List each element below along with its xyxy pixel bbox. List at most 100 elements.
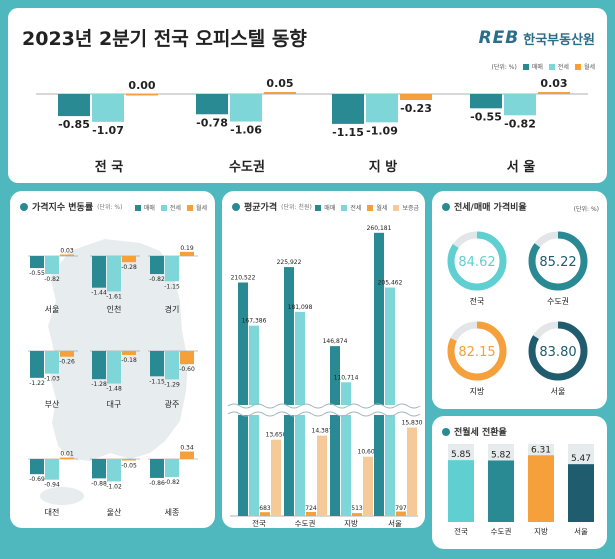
bar-value-label: 146,874 xyxy=(323,338,348,345)
category-label: 지방 xyxy=(344,518,358,528)
ring-category-label: 서울 xyxy=(551,387,566,396)
bar-매매 xyxy=(150,256,164,275)
bar-월세 xyxy=(400,94,432,100)
legend-unit: (단위: %) xyxy=(491,64,517,71)
bar-value-label: -0.82 xyxy=(164,479,180,486)
bar-value-label: -0.88 xyxy=(91,480,107,487)
bar-value-label: -0.26 xyxy=(59,359,75,366)
legend-wolse: 월세 xyxy=(376,205,388,212)
bar-value-label: -0.94 xyxy=(44,482,60,489)
bar-전세 xyxy=(230,94,262,122)
legend-swatch-wolse xyxy=(367,204,374,211)
bar-월세 xyxy=(180,251,194,256)
region-label: 울산 xyxy=(107,507,122,517)
legend-wolse: 월세 xyxy=(195,205,207,212)
legend-swatch-jeonse xyxy=(548,63,555,70)
conv-title: 전월세 전환율 xyxy=(454,428,507,438)
bar-value-label: -1.15 xyxy=(149,378,165,385)
bar-월세 xyxy=(264,92,296,94)
price-title: 평균가격 xyxy=(244,203,278,213)
bar-매매 xyxy=(92,256,106,288)
bar-value-label: -0.78 xyxy=(196,116,228,129)
average-price-chart: 210,522 167,386 683 13,650 전국 225,922 181,098 7… xyxy=(227,225,423,528)
summary-panel: 2023년 2분기 전국 오피스텔 동향 REB 한국부동산원 (단위: %) … xyxy=(8,8,607,183)
axis-break-wave xyxy=(227,403,421,409)
top-summary-chart: -0.85 -1.070.00전 국-0.78-1.060.05수도권-1.15-… xyxy=(36,77,588,175)
bar-매매 xyxy=(58,94,90,117)
ratio-title: 전세/매매 가격비율 xyxy=(454,203,527,213)
legend-deposit: 보증금 xyxy=(402,205,419,212)
ring-value-arc xyxy=(447,321,507,381)
ring-value-label: 83.80 xyxy=(539,345,576,360)
title-bar: 2023년 2분기 전국 오피스텔 동향 REB 한국부동산원 xyxy=(8,8,607,58)
bar-value-label: -1.15 xyxy=(332,126,364,139)
bar-매매 xyxy=(196,94,228,115)
bar-전세 xyxy=(165,459,179,478)
bar-월세 xyxy=(60,351,74,357)
ring-value-arc xyxy=(528,321,588,381)
region-label: 서울 xyxy=(45,305,60,314)
bar-value-label: 5.47 xyxy=(571,454,591,464)
ratio-legend: (단위: %) xyxy=(574,204,599,213)
ring-category-label: 지방 xyxy=(470,386,485,396)
bar-value-label: -1.28 xyxy=(91,381,107,388)
bar-value-label: 0.00 xyxy=(128,79,155,92)
bar-value-label: -0.85 xyxy=(58,118,90,131)
legend-jeonse: 전세 xyxy=(557,64,569,71)
bar-매매 xyxy=(374,232,384,516)
category-label: 전국 xyxy=(454,526,468,536)
category-label: 지방 xyxy=(534,526,548,536)
legend-swatch-sale xyxy=(134,204,141,211)
bar-value-label: 0.05 xyxy=(266,77,293,90)
bar-value-label: 13,650 xyxy=(266,432,287,439)
bar-value-label: 15,830 xyxy=(402,420,423,427)
bar-매매 xyxy=(92,351,106,380)
bar-전세 xyxy=(385,287,395,516)
price-panel-title: 평균가격 (단위: 천원) xyxy=(232,200,312,213)
title-bullet-icon xyxy=(442,427,450,436)
index-unit: (단위: %) xyxy=(97,204,123,211)
region-label: 대전 xyxy=(45,507,60,517)
index-change-panel: 가격지수 변동률 (단위: %) 매매 전세 월세 -0.55 -0.82 0.03… xyxy=(10,191,215,528)
bar-value-label: 683 xyxy=(259,505,271,512)
bar-value-label: 225,922 xyxy=(277,259,302,266)
legend-swatch-jeonse xyxy=(341,204,348,211)
axis-break-band xyxy=(228,405,419,415)
region-label: 인천 xyxy=(107,304,122,314)
bar-value-label: -0.55 xyxy=(29,270,45,277)
axis-break-wave xyxy=(227,411,421,417)
bar-value-label: 10,603 xyxy=(358,449,379,456)
page-title: 2023년 2분기 전국 오피스텔 동향 xyxy=(22,28,307,50)
price-legend: 매매 전세 월세 보증금 xyxy=(312,203,419,212)
legend-jeonse: 전세 xyxy=(350,205,362,212)
bar-value-label: -0.18 xyxy=(121,357,137,364)
bar-월세 xyxy=(180,351,194,365)
bar-value-label: 181,098 xyxy=(288,304,313,311)
bar-value-label: -0.82 xyxy=(44,276,60,283)
bar-전세 xyxy=(107,459,121,482)
price-unit: (단위: 천원) xyxy=(281,204,312,211)
category-label: 수도권 xyxy=(229,160,265,175)
regional-index-chart: -0.55-0.820.03서울-1.44-1.61-0.28인천-0.82-1… xyxy=(28,239,198,517)
bar-매매 xyxy=(30,351,44,378)
bar-value-label: 210,522 xyxy=(231,274,256,281)
bar-전세 xyxy=(107,351,121,384)
region-label: 부산 xyxy=(45,399,60,409)
legend-swatch-sale xyxy=(522,63,529,70)
bar-월세 xyxy=(260,512,270,516)
bar-value-label: 110,714 xyxy=(334,374,359,381)
category-label: 수도권 xyxy=(295,519,316,528)
bar-월세 xyxy=(538,92,570,94)
title-bullet-icon xyxy=(232,202,240,211)
category-label: 전국 xyxy=(252,518,266,528)
ring-value-arc xyxy=(447,231,507,291)
index-title: 가격지수 변동률 xyxy=(32,203,94,213)
ring-category-label: 전국 xyxy=(470,296,485,306)
category-label: 서 울 xyxy=(507,159,535,175)
bar-전세 xyxy=(366,94,398,123)
bar-전세 xyxy=(45,256,59,275)
conversion-bar xyxy=(488,460,514,522)
conversion-bar xyxy=(528,455,554,522)
bar-value-label: 0.34 xyxy=(180,445,194,452)
region-label: 세종 xyxy=(165,508,180,517)
